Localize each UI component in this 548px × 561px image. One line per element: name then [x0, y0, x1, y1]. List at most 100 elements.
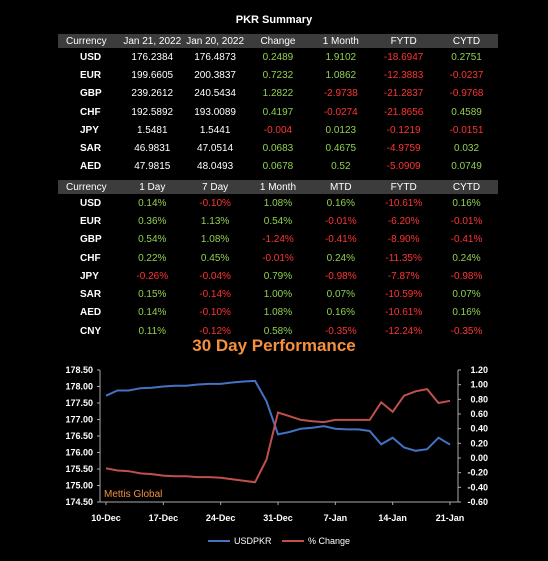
- column-header: MTD: [309, 180, 373, 194]
- table-cell: 0.2489: [262, 51, 294, 63]
- table-cell: -5.0909: [386, 161, 421, 173]
- table-row: EUR 199.6605 200.3837 0.7232 1.0862 -12.3883 -…: [58, 66, 498, 84]
- table-header: Currency Jan 21, 2022 Jan 20, 2022 Change 1 …: [58, 34, 498, 48]
- column-header: Change: [246, 34, 310, 48]
- table-cell: -0.41%: [324, 234, 357, 246]
- table-cell: -0.004: [263, 124, 293, 136]
- table-cell: 0.7232: [262, 69, 294, 81]
- column-header: 1 Day: [120, 180, 184, 194]
- table-cell: 1.08%: [263, 197, 293, 209]
- currency-code: EUR: [80, 215, 102, 227]
- table-cell: 47.0514: [197, 143, 234, 155]
- table-cell: -0.01%: [450, 215, 483, 227]
- table-cell: 193.0089: [194, 106, 236, 118]
- table-cell: 0.0683: [262, 143, 294, 155]
- table-header: Currency 1 Day 7 Day 1 Month MTD FYTD CYTD: [58, 180, 498, 194]
- table-cell: 47.9815: [134, 161, 171, 173]
- table-row: JPY 1.5481 1.5441 -0.004 0.0123 -0.1219 -0.015…: [58, 121, 498, 139]
- y-left-tick-label: 177.50: [65, 398, 93, 408]
- table-cell: 1.08%: [263, 307, 293, 319]
- table-cell: 0.54%: [138, 234, 167, 246]
- table-row: USD 0.14% -0.10% 1.08% 0.16% -10.61% 0.16%: [58, 194, 498, 212]
- table-cell: 0.11%: [138, 325, 167, 337]
- table-cell: 200.3837: [194, 69, 236, 81]
- currency-code: CNY: [80, 325, 102, 337]
- table-cell: -0.01%: [324, 215, 357, 227]
- currency-code: CHF: [80, 106, 101, 118]
- table-cell: -0.1219: [386, 124, 421, 136]
- x-tick-label: 7-Jan: [324, 513, 348, 523]
- y-right-tick-label: 0.80: [470, 394, 488, 404]
- table-cell: 0.22%: [138, 252, 167, 264]
- currency-code: CHF: [80, 252, 101, 264]
- y-left-tick-label: 176.50: [65, 431, 93, 441]
- table-cell: -0.35%: [324, 325, 357, 337]
- table-cell: 0.16%: [326, 307, 355, 319]
- y-left-tick-label: 178.00: [65, 382, 93, 392]
- table-cell: -10.61%: [385, 307, 423, 319]
- pkr-rates-table: Currency Jan 21, 2022 Jan 20, 2022 Change 1 …: [58, 34, 498, 194]
- table-cell: 239.2612: [131, 88, 174, 100]
- table-cell: 0.58%: [263, 325, 293, 337]
- x-tick-label: 17-Dec: [149, 513, 179, 523]
- table-cell: 0.0678: [262, 161, 294, 173]
- table-cell: -0.14%: [199, 289, 231, 301]
- table-cell: -0.0237: [449, 69, 484, 81]
- table-cell: 0.4589: [451, 106, 482, 118]
- table-cell: 1.9102: [325, 51, 357, 63]
- table-row: EUR 0.36% 1.13% 0.54% -0.01% -6.20% -0.01%: [58, 212, 498, 230]
- table-cell: 0.16%: [326, 197, 355, 209]
- y-right-tick-label: 0.20: [470, 438, 488, 448]
- y-right-tick-label: 0.00: [470, 453, 488, 463]
- table-cell: 0.52: [331, 161, 351, 173]
- table-cell: -1.24%: [262, 234, 294, 246]
- performance-chart: 178.50 178.00 177.50 177.00 176.50 176.00 175.…: [65, 365, 488, 546]
- y-left-tick-label: 178.50: [65, 365, 93, 375]
- currency-code: GBP: [80, 88, 102, 100]
- summary-title: PKR Summary: [235, 14, 313, 26]
- table-cell: -8.90%: [387, 234, 420, 246]
- table-row: SAR 0.15% -0.14% 1.00% 0.07% -10.59% 0.07%: [58, 285, 498, 303]
- table-row: AED 47.9815 48.0493 0.0678 0.52 -5.0909 0.0749: [58, 158, 498, 176]
- table-cell: -0.04%: [199, 270, 231, 282]
- table-cell: -0.98%: [324, 270, 357, 282]
- chart-title: 30 Day Performance: [192, 336, 356, 355]
- currency-code: AED: [80, 161, 102, 173]
- table-row: GBP 239.2612 240.5434 1.2822 -2.9738 -21.2837…: [58, 85, 498, 103]
- table-cell: -2.9738: [323, 88, 358, 100]
- table-cell: 0.14%: [138, 307, 167, 319]
- table-cell: -0.41%: [450, 234, 483, 246]
- table-cell: 1.5481: [136, 124, 168, 136]
- y-left-tick-label: 175.00: [65, 481, 93, 491]
- table-cell: -0.12%: [199, 325, 231, 337]
- table-cell: -0.35%: [450, 325, 483, 337]
- y-right-tick-label: -0.60: [467, 497, 488, 507]
- table-cell: 0.36%: [138, 215, 167, 227]
- table-cell: 0.45%: [200, 252, 230, 264]
- table-cell: 176.4873: [194, 51, 236, 63]
- table-cell: -12.3883: [383, 69, 424, 81]
- table-row: GBP 0.54% 1.08% -1.24% -0.41% -8.90% -0.41%: [58, 231, 498, 249]
- table-cell: 0.0749: [451, 161, 482, 173]
- y-left-tick-label: 174.50: [65, 497, 93, 507]
- x-tick-label: 14-Jan: [378, 513, 407, 523]
- table-cell: -0.0151: [449, 124, 484, 136]
- column-header: FYTD: [372, 34, 436, 48]
- x-tick-label: 21-Jan: [436, 513, 465, 523]
- table-cell: 0.032: [454, 143, 480, 155]
- y-right-tick-label: 1.20: [470, 365, 488, 375]
- table-cell: 0.14%: [138, 197, 167, 209]
- table-cell: -0.98%: [450, 270, 483, 282]
- table-cell: 48.0493: [197, 161, 234, 173]
- table-cell: -10.61%: [385, 197, 423, 209]
- table-cell: 0.07%: [326, 289, 355, 301]
- table-cell: 0.79%: [263, 270, 293, 282]
- table-cell: 0.4197: [262, 106, 294, 118]
- currency-code: JPY: [80, 124, 99, 136]
- table-cell: -12.24%: [385, 325, 423, 337]
- currency-code: SAR: [80, 289, 102, 301]
- legend-label-pct-change: % Change: [308, 536, 350, 546]
- table-cell: 1.0862: [325, 69, 357, 81]
- table-cell: 0.16%: [452, 197, 481, 209]
- column-header: FYTD: [372, 180, 436, 194]
